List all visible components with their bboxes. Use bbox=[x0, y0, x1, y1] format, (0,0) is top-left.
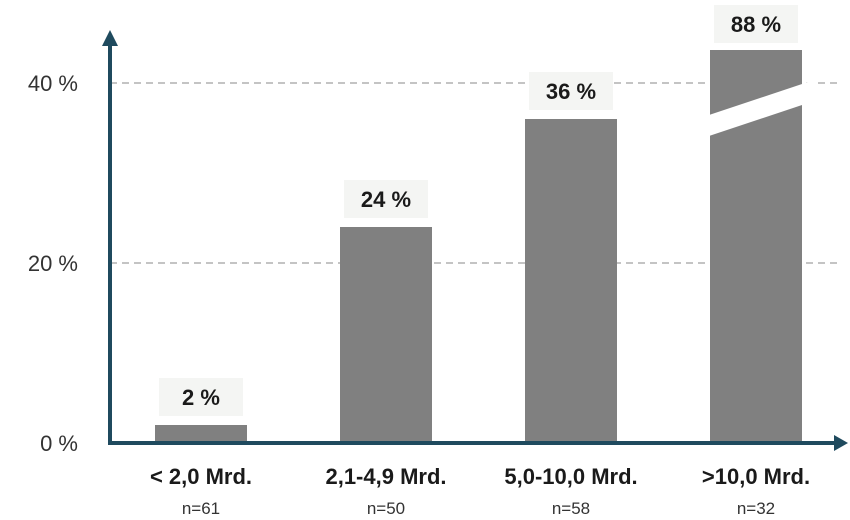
bar bbox=[155, 425, 247, 443]
sample-size-label: n=58 bbox=[552, 499, 590, 518]
value-label: 2 % bbox=[182, 385, 220, 410]
x-axis-arrow bbox=[834, 435, 848, 451]
bar bbox=[525, 119, 617, 443]
sample-size-label: n=61 bbox=[182, 499, 220, 518]
y-tick-label: 0 % bbox=[40, 431, 78, 456]
y-axis-arrow bbox=[102, 30, 118, 46]
value-label: 88 % bbox=[731, 12, 781, 37]
category-label: 2,1-4,9 Mrd. bbox=[325, 464, 446, 489]
category-label: < 2,0 Mrd. bbox=[150, 464, 252, 489]
value-label: 36 % bbox=[546, 79, 596, 104]
y-tick-label: 20 % bbox=[28, 251, 78, 276]
value-label-background bbox=[714, 5, 798, 43]
axis-break-mark bbox=[706, 80, 814, 137]
value-label: 24 % bbox=[361, 187, 411, 212]
category-label: 5,0-10,0 Mrd. bbox=[504, 464, 637, 489]
category-label: >10,0 Mrd. bbox=[702, 464, 810, 489]
value-label-background bbox=[529, 72, 613, 110]
y-tick-label: 40 % bbox=[28, 71, 78, 96]
sample-size-label: n=50 bbox=[367, 499, 405, 518]
value-label-background bbox=[159, 378, 243, 416]
bar bbox=[340, 227, 432, 443]
sample-size-label: n=32 bbox=[737, 499, 775, 518]
value-label-background bbox=[344, 180, 428, 218]
